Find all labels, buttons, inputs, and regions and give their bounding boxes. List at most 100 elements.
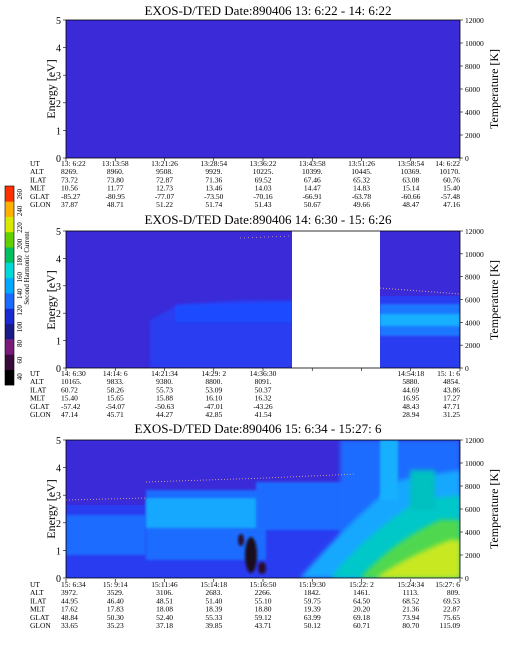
- ephemeris-value: 11.77: [107, 184, 124, 193]
- ephemeris-value: 16.10: [205, 394, 222, 403]
- ephemeris-value: -73.50: [204, 192, 224, 201]
- colorbar-tick-label: 140: [16, 288, 24, 299]
- ephemeris-value: 15:19:30: [299, 580, 326, 589]
- ephemeris-value: 75.65: [443, 613, 460, 622]
- ephemeris-value: 33.65: [61, 621, 78, 630]
- y2tick-label: 10000: [465, 459, 484, 468]
- ephemeris-row-label: MLT: [30, 394, 46, 403]
- ephemeris-value: 48.47: [402, 200, 419, 209]
- y2tick-label: 2000: [465, 551, 480, 560]
- ephemeris-value: 47.16: [443, 200, 460, 209]
- ephemeris-value: 3529.: [107, 588, 124, 597]
- ephemeris-value: 43.86: [443, 385, 460, 394]
- y2tick-label: 10000: [465, 250, 484, 259]
- ytick-label: 4: [56, 254, 61, 265]
- panel-1-ylabel: Energy [eV]: [44, 59, 58, 118]
- ephemeris-value: 55.73: [156, 385, 173, 394]
- ephemeris-value: 73.72: [61, 175, 78, 184]
- ephemeris-value: 13:28:54: [200, 159, 227, 168]
- ephemeris-value: 3972.: [61, 588, 78, 597]
- ephemeris-value: 9833.: [107, 377, 124, 386]
- ephemeris-value: 8091.: [255, 377, 272, 386]
- ephemeris-value: 15.40: [61, 394, 78, 403]
- ephemeris-value: 115.09: [440, 621, 461, 630]
- ephemeris-value: 10445.: [351, 167, 372, 176]
- ytick-label: 4: [56, 464, 61, 475]
- ephemeris-value: 15.40: [443, 184, 460, 193]
- y2tick-label: 8000: [465, 273, 480, 282]
- y2tick-label: 2000: [465, 131, 480, 140]
- ephemeris-value: 12.73: [156, 184, 173, 193]
- ephemeris-value: 18.80: [255, 605, 272, 614]
- ephemeris-value: 10170.: [439, 167, 460, 176]
- colorbar-cell: [5, 262, 14, 279]
- ephemeris-value: 13:21:26: [151, 159, 178, 168]
- ephemeris-value: 31.25: [443, 410, 460, 419]
- ephemeris-value: 50.12: [304, 621, 321, 630]
- ephemeris-value: 47.14: [61, 410, 78, 419]
- ephemeris-value: 42.85: [205, 410, 222, 419]
- ephemeris-row-label: GLON: [30, 621, 51, 630]
- ephemeris-value: 15:14:18: [200, 580, 227, 589]
- ephemeris-value: 19.39: [304, 605, 321, 614]
- y2tick-label: 10000: [465, 39, 484, 48]
- ephemeris-value: 50.37: [255, 385, 272, 394]
- panel-2-data-gap: [292, 231, 380, 368]
- ephemeris-value: 59.75: [304, 596, 321, 605]
- colorbar-tick-label: 240: [16, 205, 24, 216]
- ephemeris-value: 48.51: [156, 596, 173, 605]
- colorbar-tick-label: 160: [16, 271, 24, 282]
- ephemeris-value: 8960.: [107, 167, 124, 176]
- colorbar-tick-label: 80: [16, 340, 24, 348]
- ephemeris-row-label: UT: [30, 159, 40, 168]
- ephemeris-value: 15.65: [107, 394, 124, 403]
- ephemeris-value: 16.95: [402, 394, 419, 403]
- ephemeris-value: 44.95: [61, 596, 78, 605]
- ytick-label: 5: [56, 16, 61, 27]
- ephemeris-value: -57.48: [441, 192, 461, 201]
- ytick-label: 4: [56, 44, 61, 55]
- ephemeris-value: 46.40: [107, 596, 124, 605]
- ephemeris-value: 48.43: [402, 402, 419, 411]
- colorbar-cell: [5, 201, 14, 217]
- ephemeris-row-label: MLT: [30, 605, 46, 614]
- ephemeris-value: 14.47: [304, 184, 321, 193]
- panel-2-y2label: Temperature [K]: [487, 260, 501, 340]
- ephemeris-value: 43.71: [255, 621, 272, 630]
- colorbar-tick-label: 200: [16, 238, 24, 249]
- ephemeris-row-label: ALT: [30, 167, 44, 176]
- ephemeris-value: 10369.: [400, 167, 421, 176]
- ephemeris-value: 71.36: [205, 175, 222, 184]
- colorbar-frame: [4, 185, 15, 386]
- ephemeris-value: 17.83: [107, 605, 124, 614]
- ephemeris-value: 69.52: [255, 175, 272, 184]
- y2tick-label: 4000: [465, 528, 480, 537]
- colorbar-cell: [5, 216, 14, 233]
- ephemeris-value: 9380.: [156, 377, 173, 386]
- ephemeris-value: 60.71: [353, 621, 370, 630]
- ephemeris-value: 51.74: [205, 200, 222, 209]
- ephemeris-value: 15:22: 2: [349, 580, 374, 589]
- y2tick-label: 0: [465, 364, 469, 373]
- ephemeris-value: 10399.: [302, 167, 323, 176]
- ephemeris-value: 37.18: [156, 621, 173, 630]
- ephemeris-value: 39.85: [205, 621, 222, 630]
- ephemeris-value: 5880.: [402, 377, 419, 386]
- ephemeris-value: 37.87: [61, 200, 78, 209]
- ephemeris-value: -63.78: [352, 192, 372, 201]
- colorbar-cell: [5, 186, 14, 202]
- ephemeris-value: 15: 6:34: [61, 580, 86, 589]
- colorbar-tick-label: 60: [16, 356, 24, 364]
- ephemeris-value: 14:54:18: [397, 369, 424, 378]
- ytick-label: 1: [56, 337, 61, 348]
- colorbar-cell: [5, 293, 14, 309]
- ephemeris-value: 55.10: [255, 596, 272, 605]
- colorbar-tick-label: 180: [16, 255, 24, 266]
- ephemeris-value: 1113.: [403, 588, 419, 597]
- ephemeris-row-label: GLAT: [30, 192, 50, 201]
- colorbar-cell: [5, 308, 14, 325]
- ephemeris-value: 44.27: [156, 410, 173, 419]
- ephemeris-value: 53.09: [205, 385, 222, 394]
- ephemeris-value: 9929.: [205, 167, 222, 176]
